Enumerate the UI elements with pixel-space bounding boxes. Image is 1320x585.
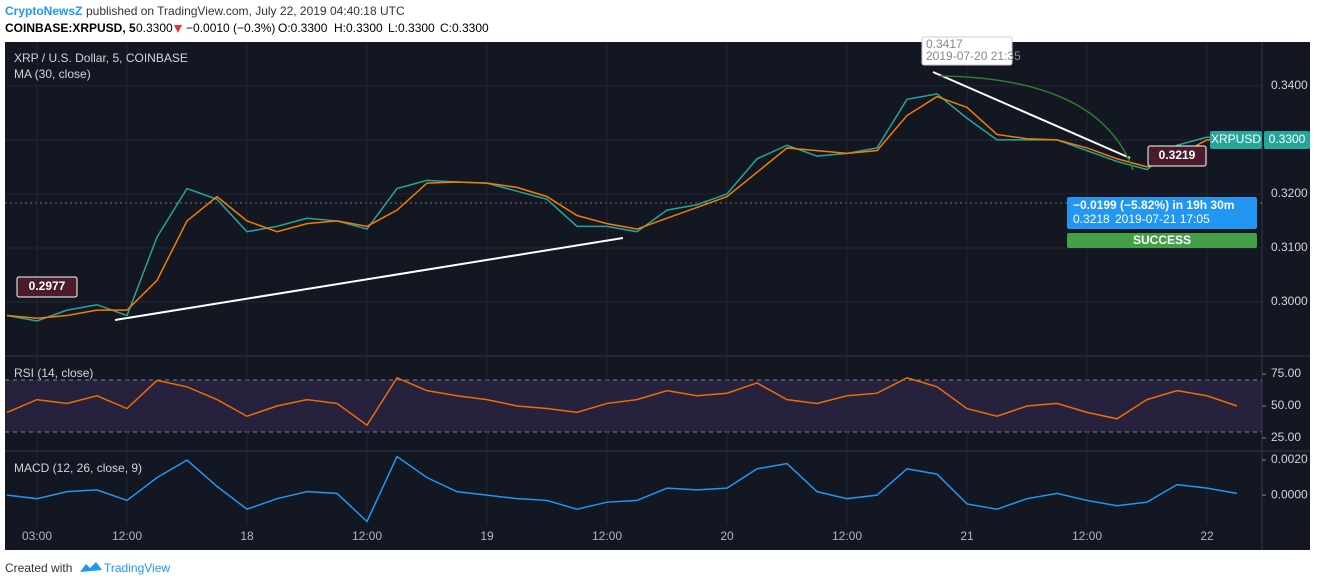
annotation: 0.3417	[926, 37, 963, 51]
x-tick-label: 12:00	[832, 529, 862, 543]
y-tick-label: 0.3000	[1271, 294, 1308, 308]
plot: 03:00 12:00 18 12:00 19 12:00 20 12:00 21 12:00 22…	[5, 42, 1308, 543]
footer-text: Created with	[5, 561, 72, 575]
annotation: 0.3218	[1073, 212, 1110, 226]
publisher[interactable]: CryptoNewsZ	[5, 4, 82, 18]
y-tick-label: 25.00	[1271, 430, 1301, 444]
annotation: 2019-07-20 21:35	[926, 49, 1021, 63]
logo-shape	[80, 562, 102, 572]
high: H:0.3300	[334, 21, 383, 35]
legend-entry: MACD (12, 26, close, 9)	[14, 461, 142, 475]
x-tick-label: 12:00	[352, 529, 382, 543]
annotation-box	[1264, 131, 1310, 149]
published: published on TradingView.com, July 22, 2…	[86, 4, 405, 18]
series-line	[6, 455, 1238, 523]
chart-area	[5, 42, 1310, 550]
legend-entry: XRP / U.S. Dollar, 5, COINBASE	[14, 51, 188, 65]
y-tick-label: 0.3400	[1271, 78, 1308, 92]
y-tick-label: 0.3100	[1271, 240, 1308, 254]
rsi-band	[5, 380, 1262, 432]
legend-entry: RSI (14, close)	[14, 366, 93, 380]
legend-entry: MA (30, close)	[14, 67, 91, 81]
trend-line	[932, 71, 1131, 159]
annotation-box	[16, 276, 78, 298]
close: C:0.3300	[440, 21, 489, 35]
x-tick-label: 18	[240, 529, 254, 543]
y-tick-label: 50.00	[1271, 398, 1301, 412]
y-tick-label: 0.3200	[1271, 186, 1308, 200]
footer-brand[interactable]: TradingView	[104, 561, 170, 575]
annotation: 2019-07-21 17:05	[1115, 212, 1210, 226]
series-line	[6, 95, 1238, 319]
annotation-box	[1147, 145, 1207, 167]
low: L:0.3300	[388, 21, 435, 35]
change: −0.0010 (−0.3%)	[186, 21, 275, 35]
x-tick-label: 03:00	[22, 529, 52, 543]
annotation: SUCCESS	[1133, 233, 1191, 247]
trend-line	[114, 237, 624, 321]
last: 0.3300	[136, 21, 173, 35]
annotation: −0.0199 (−5.82%) in 19h 30m	[1073, 198, 1234, 212]
x-tick-label: 22	[1200, 529, 1214, 543]
tv-logo	[80, 562, 102, 572]
annotation-box	[1067, 197, 1257, 229]
series-line	[6, 376, 1238, 427]
x-tick-label: 12:00	[112, 529, 142, 543]
symbol: COINBASE:XRPUSD, 5	[5, 21, 136, 35]
x-tick-label: 12:00	[592, 529, 622, 543]
open: O:0.3300	[278, 21, 328, 35]
annotation: XRPUSD	[1211, 132, 1261, 146]
x-tick-label: 21	[960, 529, 974, 543]
measure-arc	[939, 75, 1134, 171]
annotation: 0.2977	[29, 279, 66, 293]
annotation-box	[921, 36, 1013, 66]
down-icon	[174, 25, 182, 33]
x-tick-label: 19	[480, 529, 494, 543]
y-tick-label: 75.00	[1271, 366, 1301, 380]
annotation-box	[1067, 233, 1257, 248]
x-tick-label: 12:00	[1072, 529, 1102, 543]
annotation-box	[1210, 131, 1262, 149]
annotation: 0.3219	[1159, 148, 1196, 162]
y-tick-label: 0.0020	[1271, 452, 1308, 466]
y-tick-label: 0.0000	[1271, 487, 1308, 501]
series-line	[6, 93, 1238, 322]
x-tick-label: 20	[720, 529, 734, 543]
annotation: 0.3300	[1269, 132, 1306, 146]
